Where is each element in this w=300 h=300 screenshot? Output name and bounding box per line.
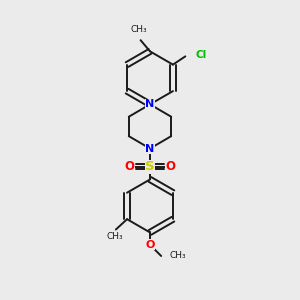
Text: CH₃: CH₃ [106,232,123,242]
Text: N: N [146,99,154,110]
Text: S: S [145,160,155,173]
Text: N: N [146,143,154,154]
Text: Cl: Cl [196,50,207,60]
Text: O: O [166,160,176,173]
Text: CH₃: CH₃ [131,25,147,34]
Text: CH₃: CH₃ [169,251,186,260]
Text: O: O [145,240,155,250]
Text: O: O [124,160,134,173]
